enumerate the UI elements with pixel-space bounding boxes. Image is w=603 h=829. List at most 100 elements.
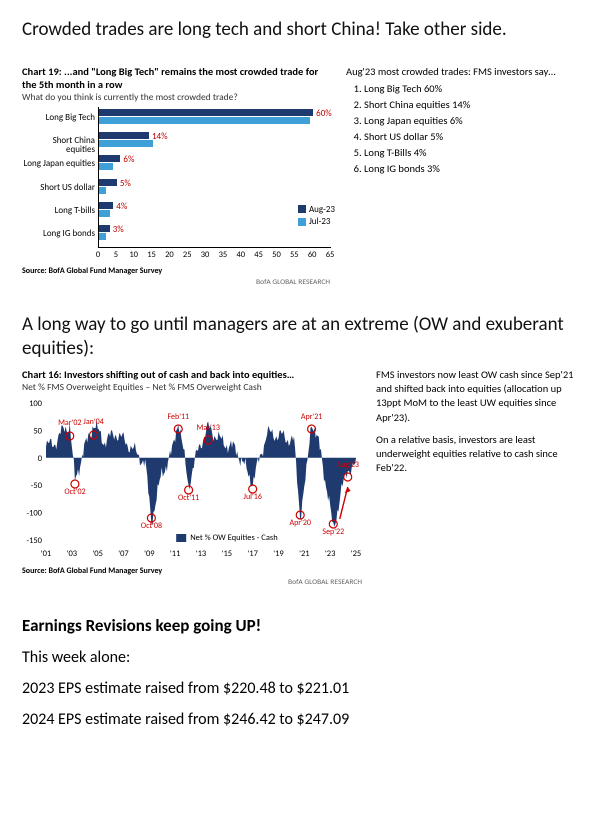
side16-p2: On a relative basis, investors are least… [376, 433, 581, 476]
chart16-legend-swatch [176, 534, 186, 542]
chart19-x-tick: 25 [183, 250, 192, 260]
headline-long-way: A long way to go until managers are at a… [22, 313, 581, 362]
svg-text:-100: -100 [26, 509, 42, 519]
svg-text:100: 100 [29, 399, 43, 409]
chart16-x-label: '25 [351, 549, 362, 559]
chart19-column: Chart 19: ...and "Long Big Tech" remains… [22, 65, 330, 287]
chart19-bar [99, 210, 110, 217]
chart19-bars-area: Aug-23 Jul-23 Long Big Tech60%Short Chin… [98, 107, 331, 248]
chart16-annotation-label: Mar'02 [58, 418, 81, 428]
chart19-research-tag: BofA GLOBAL RESEARCH [22, 278, 330, 287]
chart16-svg: -150-100-50050100'01'03'05'07'09'11'13'1… [22, 397, 362, 562]
side19-list-item: Long T-Bills 4% [364, 146, 581, 159]
chart19-bar [99, 187, 106, 194]
chart19-bar [99, 117, 310, 124]
chart19-value-label: 3% [113, 225, 124, 234]
side19-list-item: Long Japan equities 6% [364, 114, 581, 127]
chart16-annotation-label: Jul'16 [243, 492, 261, 502]
chart16-annotation-label: Mar'13 [197, 423, 220, 433]
chart16-x-label: '05 [92, 549, 103, 559]
svg-text:50: 50 [33, 426, 42, 436]
chart16-x-label: '11 [170, 549, 181, 559]
chart19-x-tick: 35 [219, 250, 228, 260]
chart16-x-label: '07 [118, 549, 129, 559]
chart19-category-label: Long Big Tech [23, 113, 99, 122]
legend-swatch-jul [298, 218, 306, 226]
chart16-x-label: '01 [41, 549, 52, 559]
chart16-x-label: '09 [144, 549, 155, 559]
chart19-x-tick: 20 [165, 250, 174, 260]
chart19-x-tick: 0 [96, 250, 100, 260]
chart16-annotation-label: Aug'23 [336, 460, 358, 470]
chart16-arrow-head [345, 487, 351, 493]
chart19-x-tick: 40 [236, 250, 245, 260]
chart16-annotation-circle [344, 473, 352, 481]
chart16-annotation-label: Jan'04 [83, 417, 103, 427]
chart16-block: Chart 16: Investors shifting out of cash… [22, 368, 581, 587]
chart19-title: Chart 19: ...and "Long Big Tech" remains… [22, 65, 330, 91]
chart16-annotation-label: Apr'21 [301, 412, 323, 422]
chart19-bar [99, 225, 110, 232]
chart19-x-tick: 50 [272, 250, 281, 260]
chart19-x-tick: 60 [308, 250, 317, 260]
chart19-x-tick: 45 [254, 250, 263, 260]
side19-list: Long Big Tech 60% Short China equities 14… [346, 82, 581, 175]
chart16-annotation-label: Feb'11 [167, 412, 189, 422]
chart16-x-label: '19 [273, 549, 284, 559]
chart16-research-tag: BofA GLOBAL RESEARCH [22, 578, 362, 587]
earnings-line-2023: 2023 EPS estimate raised from $220.48 to… [22, 679, 581, 698]
chart19-bar [99, 132, 149, 139]
chart19-bar [99, 109, 313, 116]
earnings-line-2024: 2024 EPS estimate raised from $246.42 to… [22, 710, 581, 729]
side19-list-item: Short China equities 14% [364, 98, 581, 111]
chart19-x-tick: 30 [201, 250, 210, 260]
side19-list-item: Long IG bonds 3% [364, 162, 581, 175]
legend-swatch-aug [298, 205, 306, 213]
chart19-x-tick: 10 [129, 250, 138, 260]
chart19-x-tick: 5 [114, 250, 118, 260]
chart16-x-label: '21 [299, 549, 310, 559]
chart19-x-tick: 65 [326, 250, 335, 260]
chart16-x-label: '03 [67, 549, 78, 559]
chart19-bar [99, 163, 113, 170]
chart16-subtitle: Net % FMS Overweight Equities – Net % FM… [22, 381, 362, 393]
chart19-bar [99, 155, 120, 162]
chart19-value-label: 14% [152, 132, 168, 141]
earnings-subheading: This week alone: [22, 648, 581, 667]
chart16-annotation-label: Oct'11 [178, 493, 199, 503]
chart19-category-label: Long T-bills [23, 206, 99, 215]
chart16-legend-label: Net % OW Equities - Cash [190, 533, 278, 543]
chart16-x-label: '23 [325, 549, 336, 559]
chart19-category-label: Long IG bonds [23, 229, 99, 238]
chart19-block: Chart 19: ...and "Long Big Tech" remains… [22, 65, 581, 287]
legend-label-jul: Jul-23 [309, 216, 331, 227]
chart19-source: Source: BofA Global Fund Manager Survey [22, 266, 330, 276]
chart19-value-label: 4% [116, 202, 127, 211]
chart19-category-label: Short US dollar [23, 183, 99, 192]
chart19-legend: Aug-23 Jul-23 [298, 204, 335, 229]
chart19-bar [99, 202, 113, 209]
svg-text:0: 0 [38, 454, 43, 464]
chart16-source: Source: BofA Global Fund Manager Survey [22, 566, 362, 576]
chart16-annotation-label: Oct'08 [141, 521, 162, 531]
side19-list-item: Short US dollar 5% [364, 130, 581, 143]
chart19-bar [99, 179, 117, 186]
side16-p1: FMS investors now least OW cash since Se… [376, 368, 581, 425]
svg-text:-50: -50 [31, 481, 43, 491]
chart16-side-text: FMS investors now least OW cash since Se… [376, 368, 581, 587]
chart16-x-label: '13 [196, 549, 207, 559]
chart19-side-text: Aug'23 most crowded trades: FMS investor… [346, 65, 581, 287]
side19-list-item: Long Big Tech 60% [364, 82, 581, 95]
chart16-annotation-label: Oct'02 [64, 487, 85, 497]
chart16-column: Chart 16: Investors shifting out of cash… [22, 368, 362, 587]
earnings-heading: Earnings Revisions keep going UP! [22, 615, 581, 636]
chart19-value-label: 60% [316, 109, 332, 118]
chart19-bar [99, 140, 153, 147]
chart16-area [46, 420, 356, 527]
chart19-subtitle: What do you think is currently the most … [22, 91, 330, 103]
chart19-value-label: 5% [120, 179, 131, 188]
chart19-bar [99, 233, 106, 240]
chart16-x-label: '15 [222, 549, 233, 559]
chart19-x-tick: 15 [147, 250, 156, 260]
chart16-x-label: '17 [247, 549, 258, 559]
